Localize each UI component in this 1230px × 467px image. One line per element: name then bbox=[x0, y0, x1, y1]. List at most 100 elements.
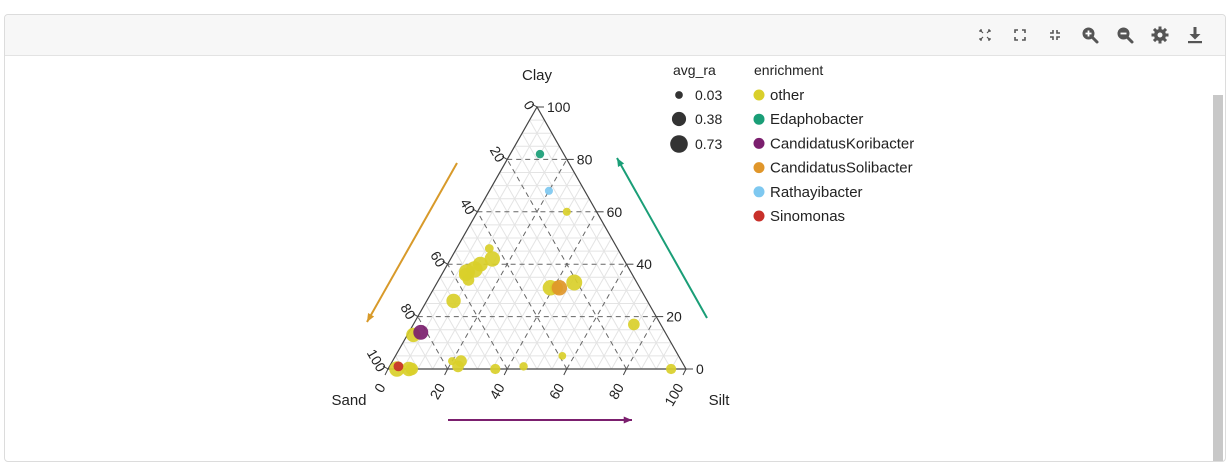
major-gridline-sand bbox=[417, 316, 449, 370]
data-point bbox=[519, 362, 528, 371]
clay-tick-label: 80 bbox=[577, 151, 593, 167]
silt-tick-label: 100 bbox=[661, 380, 687, 408]
color-legend-label: other bbox=[770, 87, 804, 104]
minor-gridline-sand bbox=[529, 119, 672, 370]
sand-tick bbox=[382, 365, 389, 370]
silt-tick-label: 80 bbox=[605, 380, 627, 402]
ternary-grid bbox=[395, 119, 679, 370]
data-point bbox=[628, 318, 640, 331]
silt-tick-label: 60 bbox=[546, 380, 568, 402]
data-point bbox=[484, 244, 494, 253]
data-point bbox=[393, 361, 404, 372]
sand-tick-label: 80 bbox=[397, 301, 419, 323]
sand-direction-arrow-shaft bbox=[366, 162, 458, 323]
sand-direction-arrow bbox=[366, 162, 458, 323]
color-legend-marker bbox=[753, 137, 765, 149]
data-point bbox=[665, 363, 677, 375]
size-legend-label: 0.73 bbox=[695, 136, 722, 152]
data-point bbox=[551, 280, 568, 296]
autoscale-icon[interactable] bbox=[975, 25, 995, 45]
silt-tick bbox=[622, 368, 627, 376]
color-legend-label: CandidatusSolibacter bbox=[770, 160, 913, 177]
sand-tick-label: 60 bbox=[427, 248, 449, 270]
data-point bbox=[562, 207, 571, 216]
silt-tick bbox=[384, 368, 389, 376]
minor-gridline-silt bbox=[655, 342, 672, 370]
color-legend-marker bbox=[753, 210, 765, 222]
minor-gridline-sand bbox=[439, 277, 493, 370]
minor-gridline-sand bbox=[499, 172, 612, 370]
minor-gridline-silt bbox=[462, 172, 575, 370]
sand-tick bbox=[501, 155, 508, 160]
color-legend-marker bbox=[753, 89, 765, 101]
settings-gear-icon[interactable] bbox=[1150, 25, 1170, 45]
silt-tick bbox=[444, 368, 449, 376]
minor-gridline-silt bbox=[611, 303, 650, 370]
data-point bbox=[462, 274, 475, 286]
minor-gridline-sand bbox=[432, 290, 478, 370]
sand-tick-label: 40 bbox=[457, 196, 479, 218]
major-gridline-sand bbox=[476, 211, 568, 370]
size-legend-marker bbox=[670, 135, 688, 153]
data-point bbox=[446, 293, 461, 309]
data-point bbox=[452, 360, 464, 373]
clay-tick-label: 0 bbox=[696, 361, 704, 377]
data-point bbox=[490, 363, 501, 375]
minor-gridline-silt bbox=[596, 290, 642, 370]
silt-direction-arrow-head bbox=[623, 416, 632, 424]
minor-gridline-silt bbox=[491, 198, 590, 370]
size-legend-marker bbox=[675, 91, 683, 99]
silt-tick-label: 20 bbox=[427, 380, 449, 402]
sand-tick bbox=[412, 313, 419, 318]
zoom-in-icon[interactable] bbox=[1080, 25, 1100, 45]
size-legend-title: avg_ra bbox=[673, 62, 716, 78]
data-point bbox=[566, 274, 583, 291]
silt-tick bbox=[563, 368, 568, 376]
color-legend-label: Sinomonas bbox=[770, 208, 845, 225]
download-icon[interactable] bbox=[1185, 25, 1205, 45]
silt-tick bbox=[503, 368, 508, 376]
sand-tick-label: 100 bbox=[364, 346, 390, 374]
fullscreen-icon[interactable] bbox=[1010, 25, 1030, 45]
clay-tick-label: 100 bbox=[547, 99, 571, 115]
clay-direction-arrow-head bbox=[617, 158, 625, 167]
color-legend-label: Rathayibacter bbox=[770, 184, 863, 201]
minor-gridline-silt bbox=[536, 237, 612, 370]
minor-gridline-silt bbox=[581, 277, 635, 370]
clay-tick-label: 60 bbox=[607, 204, 623, 220]
major-gridline-sand bbox=[447, 263, 508, 370]
silt-tick bbox=[682, 368, 687, 376]
sand-direction-arrow-head bbox=[367, 313, 375, 322]
collapse-icon[interactable] bbox=[1045, 25, 1065, 45]
major-gridline-silt bbox=[566, 263, 627, 370]
silt-tick-label: 0 bbox=[371, 380, 389, 395]
sand-tick bbox=[442, 260, 448, 265]
color-legend-label: Edaphobacter bbox=[770, 111, 863, 128]
minor-gridline-silt bbox=[551, 250, 620, 370]
data-point bbox=[405, 362, 419, 376]
zoom-out-icon[interactable] bbox=[1115, 25, 1135, 45]
silt-direction-arrow bbox=[448, 416, 632, 424]
axis-title-clay: Clay bbox=[522, 67, 553, 84]
major-gridline-silt bbox=[625, 316, 657, 370]
plot-panel bbox=[4, 14, 1226, 462]
axis-title-sand: Sand bbox=[331, 392, 366, 409]
data-point bbox=[558, 352, 567, 360]
minor-gridline-sand bbox=[514, 146, 642, 370]
color-legend-marker bbox=[753, 113, 765, 125]
data-point bbox=[413, 324, 429, 340]
data-point bbox=[535, 149, 545, 159]
minor-gridline-silt bbox=[521, 224, 605, 370]
silt-tick-label: 40 bbox=[486, 380, 508, 402]
vertical-scrollbar[interactable] bbox=[1213, 95, 1223, 461]
axis-title-silt: Silt bbox=[709, 392, 731, 409]
clay-tick-label: 40 bbox=[636, 256, 652, 272]
ternary-border bbox=[386, 105, 688, 370]
color-legend-title: enrichment bbox=[754, 62, 823, 78]
minor-gridline-silt bbox=[640, 329, 665, 370]
size-legend-label: 0.03 bbox=[695, 87, 722, 103]
minor-gridline-sand bbox=[484, 198, 583, 370]
size-legend-label: 0.38 bbox=[695, 111, 722, 127]
size-legend-marker bbox=[671, 111, 687, 127]
